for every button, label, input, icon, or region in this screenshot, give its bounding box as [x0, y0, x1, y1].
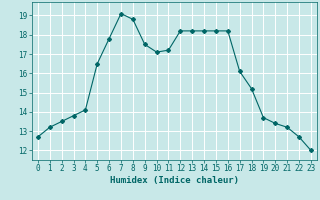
X-axis label: Humidex (Indice chaleur): Humidex (Indice chaleur) — [110, 176, 239, 185]
